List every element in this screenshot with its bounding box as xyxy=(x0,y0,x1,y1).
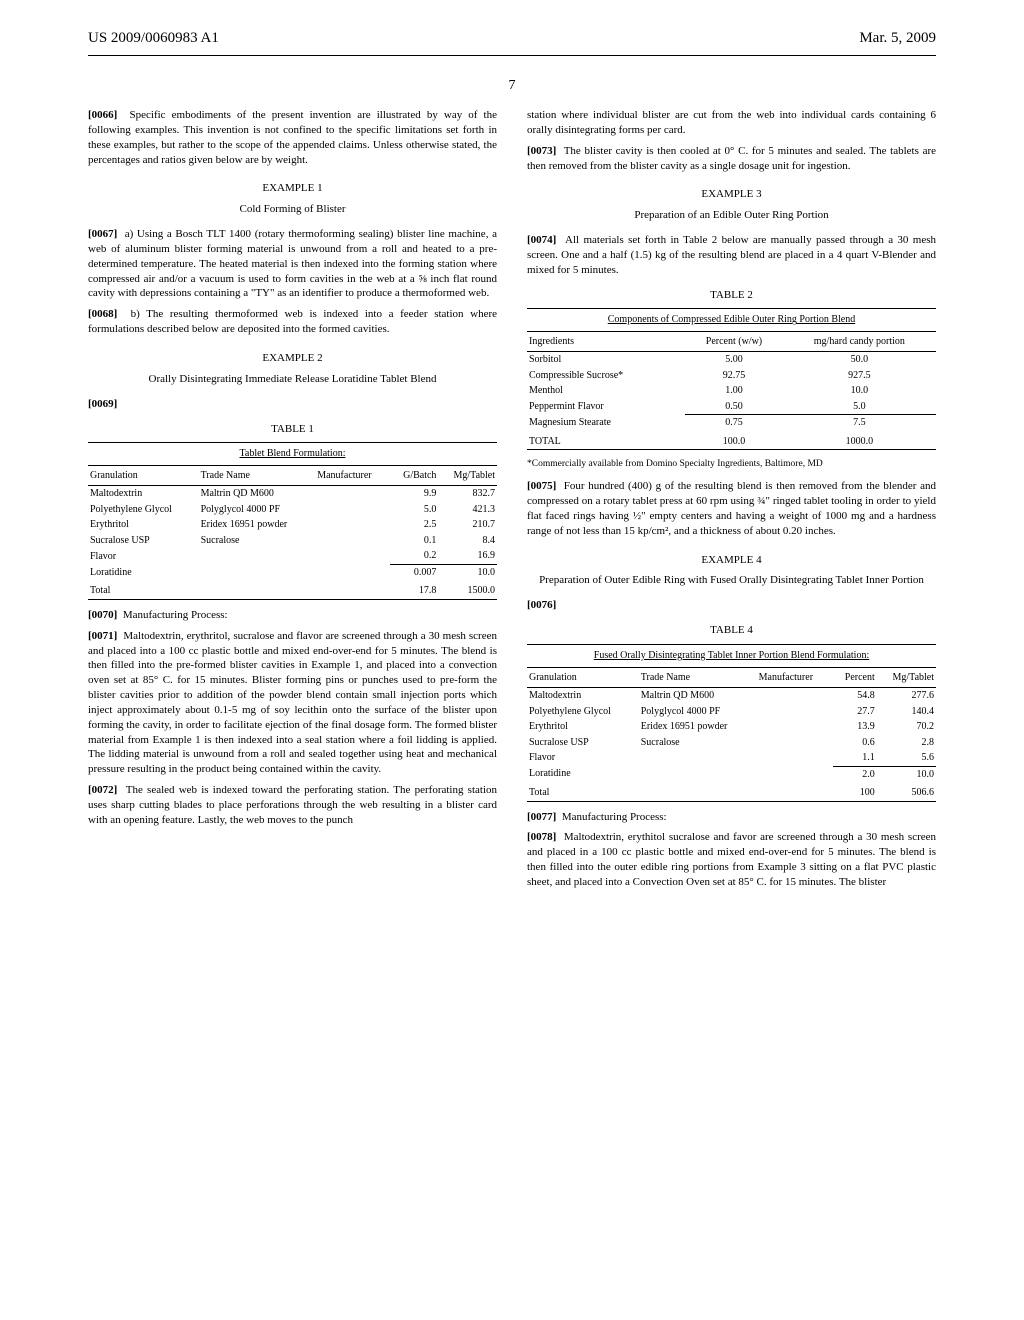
th: Trade Name xyxy=(639,667,757,688)
th: Manufacturer xyxy=(315,465,390,486)
para-text: Maltodextrin, erythitol sucralose and fa… xyxy=(527,831,936,888)
table-2-footnote: *Commercially available from Domino Spec… xyxy=(527,458,936,471)
table-row: Polyethylene GlycolPolyglycol 4000 PF5.0… xyxy=(88,502,497,518)
example-2-head: EXAMPLE 2 xyxy=(88,351,497,366)
para-text: Maltodextrin, erythritol, sucralose and … xyxy=(88,630,497,776)
para-num: [0072] xyxy=(88,784,117,796)
para-num: [0075] xyxy=(527,480,556,492)
para-0074: [0074] All materials set forth in Table … xyxy=(527,233,936,278)
example-3-sub: Preparation of an Edible Outer Ring Port… xyxy=(527,208,936,223)
table-1: Tablet Blend Formulation: Granulation Tr… xyxy=(88,442,497,600)
th: Mg/Tablet xyxy=(438,465,497,486)
table-row: Flavor1.15.6 xyxy=(527,750,936,766)
example-3-head: EXAMPLE 3 xyxy=(527,187,936,202)
example-1-sub: Cold Forming of Blister xyxy=(88,202,497,217)
th: Trade Name xyxy=(199,465,316,486)
example-2-sub: Orally Disintegrating Immediate Release … xyxy=(88,372,497,387)
header-rule xyxy=(88,55,936,56)
para-num: [0067] xyxy=(88,228,117,240)
table-row: Flavor0.216.9 xyxy=(88,548,497,564)
para-0071: [0071] Maltodextrin, erythritol, sucralo… xyxy=(88,629,497,777)
para-0070: [0070] Manufacturing Process: xyxy=(88,608,497,623)
para-text: The blister cavity is then cooled at 0° … xyxy=(527,145,936,172)
para-text: Manufacturing Process: xyxy=(562,811,667,823)
table-row: Loratidine0.00710.0 xyxy=(88,564,497,580)
table-row: Sucralose USPSucralose0.62.8 xyxy=(527,735,936,751)
para-0068: [0068] b) The resulting thermoformed web… xyxy=(88,307,497,337)
pub-number: US 2009/0060983 A1 xyxy=(88,30,219,47)
table-caption: Fused Orally Disintegrating Tablet Inner… xyxy=(527,645,936,668)
table-row: MaltodextrinMaltrin QD M60054.8277.6 xyxy=(527,688,936,704)
table-row: Polyethylene GlycolPolyglycol 4000 PF27.… xyxy=(527,704,936,720)
table-4-label: TABLE 4 xyxy=(527,623,936,638)
th: Percent (w/w) xyxy=(685,331,782,352)
para-cont: station where individual blister are cut… xyxy=(527,108,936,138)
para-num: [0074] xyxy=(527,234,556,246)
table-total-row: Total100506.6 xyxy=(527,782,936,801)
th: Percent xyxy=(833,667,877,688)
para-num: [0077] xyxy=(527,811,556,823)
table-2-label: TABLE 2 xyxy=(527,288,936,303)
page-number: 7 xyxy=(0,78,1024,94)
table-row: Sucralose USPSucralose0.18.4 xyxy=(88,533,497,549)
para-text: All materials set forth in Table 2 below… xyxy=(527,234,936,276)
para-num: [0076] xyxy=(527,599,556,611)
para-text: The sealed web is indexed toward the per… xyxy=(88,784,497,826)
para-0075: [0075] Four hundred (400) g of the resul… xyxy=(527,479,936,538)
table-total-row: Total17.81500.0 xyxy=(88,580,497,599)
table-row: Loratidine2.010.0 xyxy=(527,766,936,782)
para-num: [0068] xyxy=(88,308,117,320)
th: G/Batch xyxy=(390,465,438,486)
table-caption: Components of Compressed Edible Outer Ri… xyxy=(527,309,936,332)
th: Mg/Tablet xyxy=(877,667,936,688)
para-text: a) Using a Bosch TLT 1400 (rotary thermo… xyxy=(88,228,497,299)
columns: [0066] Specific embodiments of the prese… xyxy=(0,108,1024,896)
example-4-head: EXAMPLE 4 xyxy=(527,553,936,568)
para-num: [0078] xyxy=(527,831,556,843)
th: Granulation xyxy=(527,667,639,688)
table-2: Components of Compressed Edible Outer Ri… xyxy=(527,308,936,450)
para-num: [0073] xyxy=(527,145,556,157)
table-1-label: TABLE 1 xyxy=(88,422,497,437)
para-num: [0066] xyxy=(88,109,117,121)
example-4-sub: Preparation of Outer Edible Ring with Fu… xyxy=(527,573,936,588)
left-column: [0066] Specific embodiments of the prese… xyxy=(88,108,497,896)
table-caption: Tablet Blend Formulation: xyxy=(88,443,497,466)
page-header: US 2009/0060983 A1 Mar. 5, 2009 xyxy=(0,0,1024,55)
para-num: [0069] xyxy=(88,398,117,410)
table-row: Magnesium Stearate0.757.5 xyxy=(527,415,936,431)
table-row: Peppermint Flavor0.505.0 xyxy=(527,399,936,415)
table-total-row: TOTAL100.01000.0 xyxy=(527,431,936,450)
table-row: Sorbitol5.0050.0 xyxy=(527,352,936,368)
para-0067: [0067] a) Using a Bosch TLT 1400 (rotary… xyxy=(88,227,497,301)
th: mg/hard candy portion xyxy=(783,331,936,352)
table-row: Compressible Sucrose*92.75927.5 xyxy=(527,368,936,384)
para-text: Specific embodiments of the present inve… xyxy=(88,109,497,166)
th: Granulation xyxy=(88,465,199,486)
th: Manufacturer xyxy=(757,667,833,688)
table-row: ErythritolEridex 16951 powder2.5210.7 xyxy=(88,517,497,533)
right-column: station where individual blister are cut… xyxy=(527,108,936,896)
para-0069: [0069] xyxy=(88,397,497,412)
para-0066: [0066] Specific embodiments of the prese… xyxy=(88,108,497,167)
para-text: Four hundred (400) g of the resulting bl… xyxy=(527,480,936,537)
table-4: Fused Orally Disintegrating Tablet Inner… xyxy=(527,644,936,802)
table-row: ErythritolEridex 16951 powder13.970.2 xyxy=(527,719,936,735)
table-row: MaltodextrinMaltrin QD M6009.9832.7 xyxy=(88,486,497,502)
para-0073: [0073] The blister cavity is then cooled… xyxy=(527,144,936,174)
para-num: [0070] xyxy=(88,609,117,621)
para-num: [0071] xyxy=(88,630,117,642)
para-0072: [0072] The sealed web is indexed toward … xyxy=(88,783,497,828)
para-text: b) The resulting thermoformed web is ind… xyxy=(88,308,497,335)
para-text: Manufacturing Process: xyxy=(123,609,228,621)
example-1-head: EXAMPLE 1 xyxy=(88,181,497,196)
para-0078: [0078] Maltodextrin, erythitol sucralose… xyxy=(527,830,936,889)
para-0076: [0076] xyxy=(527,598,936,613)
table-row: Menthol1.0010.0 xyxy=(527,383,936,399)
para-0077: [0077] Manufacturing Process: xyxy=(527,810,936,825)
pub-date: Mar. 5, 2009 xyxy=(859,30,936,47)
th: Ingredients xyxy=(527,331,685,352)
